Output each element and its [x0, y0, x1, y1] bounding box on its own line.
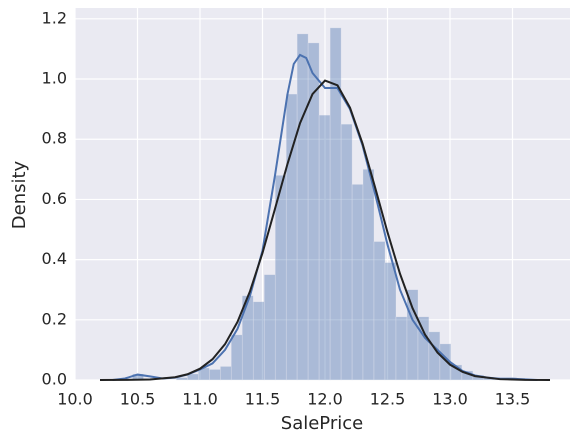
y-tick-label: 1.2 — [42, 8, 67, 27]
histogram-bar — [351, 184, 364, 381]
y-tick-label: 0.6 — [42, 189, 67, 208]
histogram-bar — [362, 169, 375, 381]
x-tick-label: 13.0 — [432, 390, 468, 409]
histogram-bar — [252, 301, 265, 381]
histogram-bar — [318, 114, 331, 381]
x-tick-label: 11.5 — [245, 390, 281, 409]
histogram-bar — [176, 377, 188, 381]
x-tick-label: 11.0 — [182, 390, 218, 409]
histogram-bar — [340, 123, 353, 381]
histogram-bar — [209, 369, 221, 381]
x-tick-label: 10.5 — [120, 390, 156, 409]
y-tick-label: 0.8 — [42, 129, 67, 148]
histogram-bar — [395, 316, 408, 381]
x-tick-label: 12.0 — [307, 390, 343, 409]
histogram-bar — [296, 33, 309, 381]
density-line — [99, 79, 551, 381]
y-tick-label: 0.2 — [42, 309, 67, 328]
histogram-bar — [230, 334, 243, 381]
histogram-bar — [263, 274, 276, 381]
histogram-bar — [406, 289, 419, 381]
x-tick-label: 13.5 — [495, 390, 531, 409]
y-tick-label: 0.4 — [42, 249, 67, 268]
x-tick-label: 12.5 — [370, 390, 406, 409]
x-tick-label: 10.0 — [57, 390, 93, 409]
histogram-bar — [274, 175, 287, 381]
y-tick-label: 1.0 — [42, 69, 67, 88]
histogram-bar — [220, 366, 232, 381]
histogram-bar — [329, 27, 342, 381]
histogram-bar — [428, 331, 441, 381]
histogram-bar — [384, 262, 397, 381]
y-tick-label: 0.0 — [42, 370, 67, 389]
x-axis-label: SalePrice — [281, 413, 363, 434]
plot-background — [75, 8, 570, 380]
histogram-bar — [373, 241, 386, 381]
y-axis-label: Density — [9, 160, 30, 229]
histogram-bar — [417, 316, 430, 381]
